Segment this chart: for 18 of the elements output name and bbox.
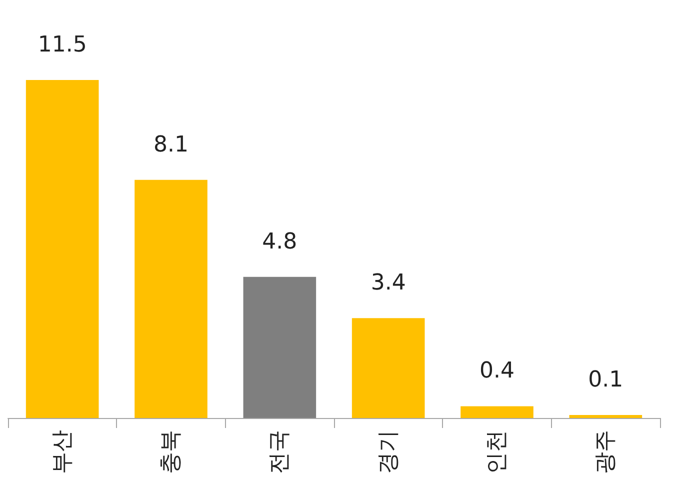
x-tick-label: 인천	[484, 430, 510, 474]
data-label: 3.4	[370, 270, 406, 296]
x-tick-label: 부산	[50, 430, 75, 474]
x-tick-label: 경기	[376, 430, 401, 474]
bar	[134, 180, 208, 418]
bar	[460, 406, 534, 418]
data-label: 4.8	[262, 229, 298, 254]
bar	[26, 80, 99, 418]
data-label: 0.1	[588, 368, 624, 393]
data-label: 11.5	[38, 32, 87, 58]
data-label: 8.1	[154, 132, 188, 158]
x-tick-label: 전국	[267, 430, 292, 474]
data-label: 0.4	[480, 358, 514, 384]
bar	[569, 415, 642, 418]
bar	[243, 276, 316, 418]
x-tick-label: 광주	[593, 430, 618, 474]
bar	[352, 318, 425, 418]
x-tick-label: 충북	[158, 430, 184, 474]
